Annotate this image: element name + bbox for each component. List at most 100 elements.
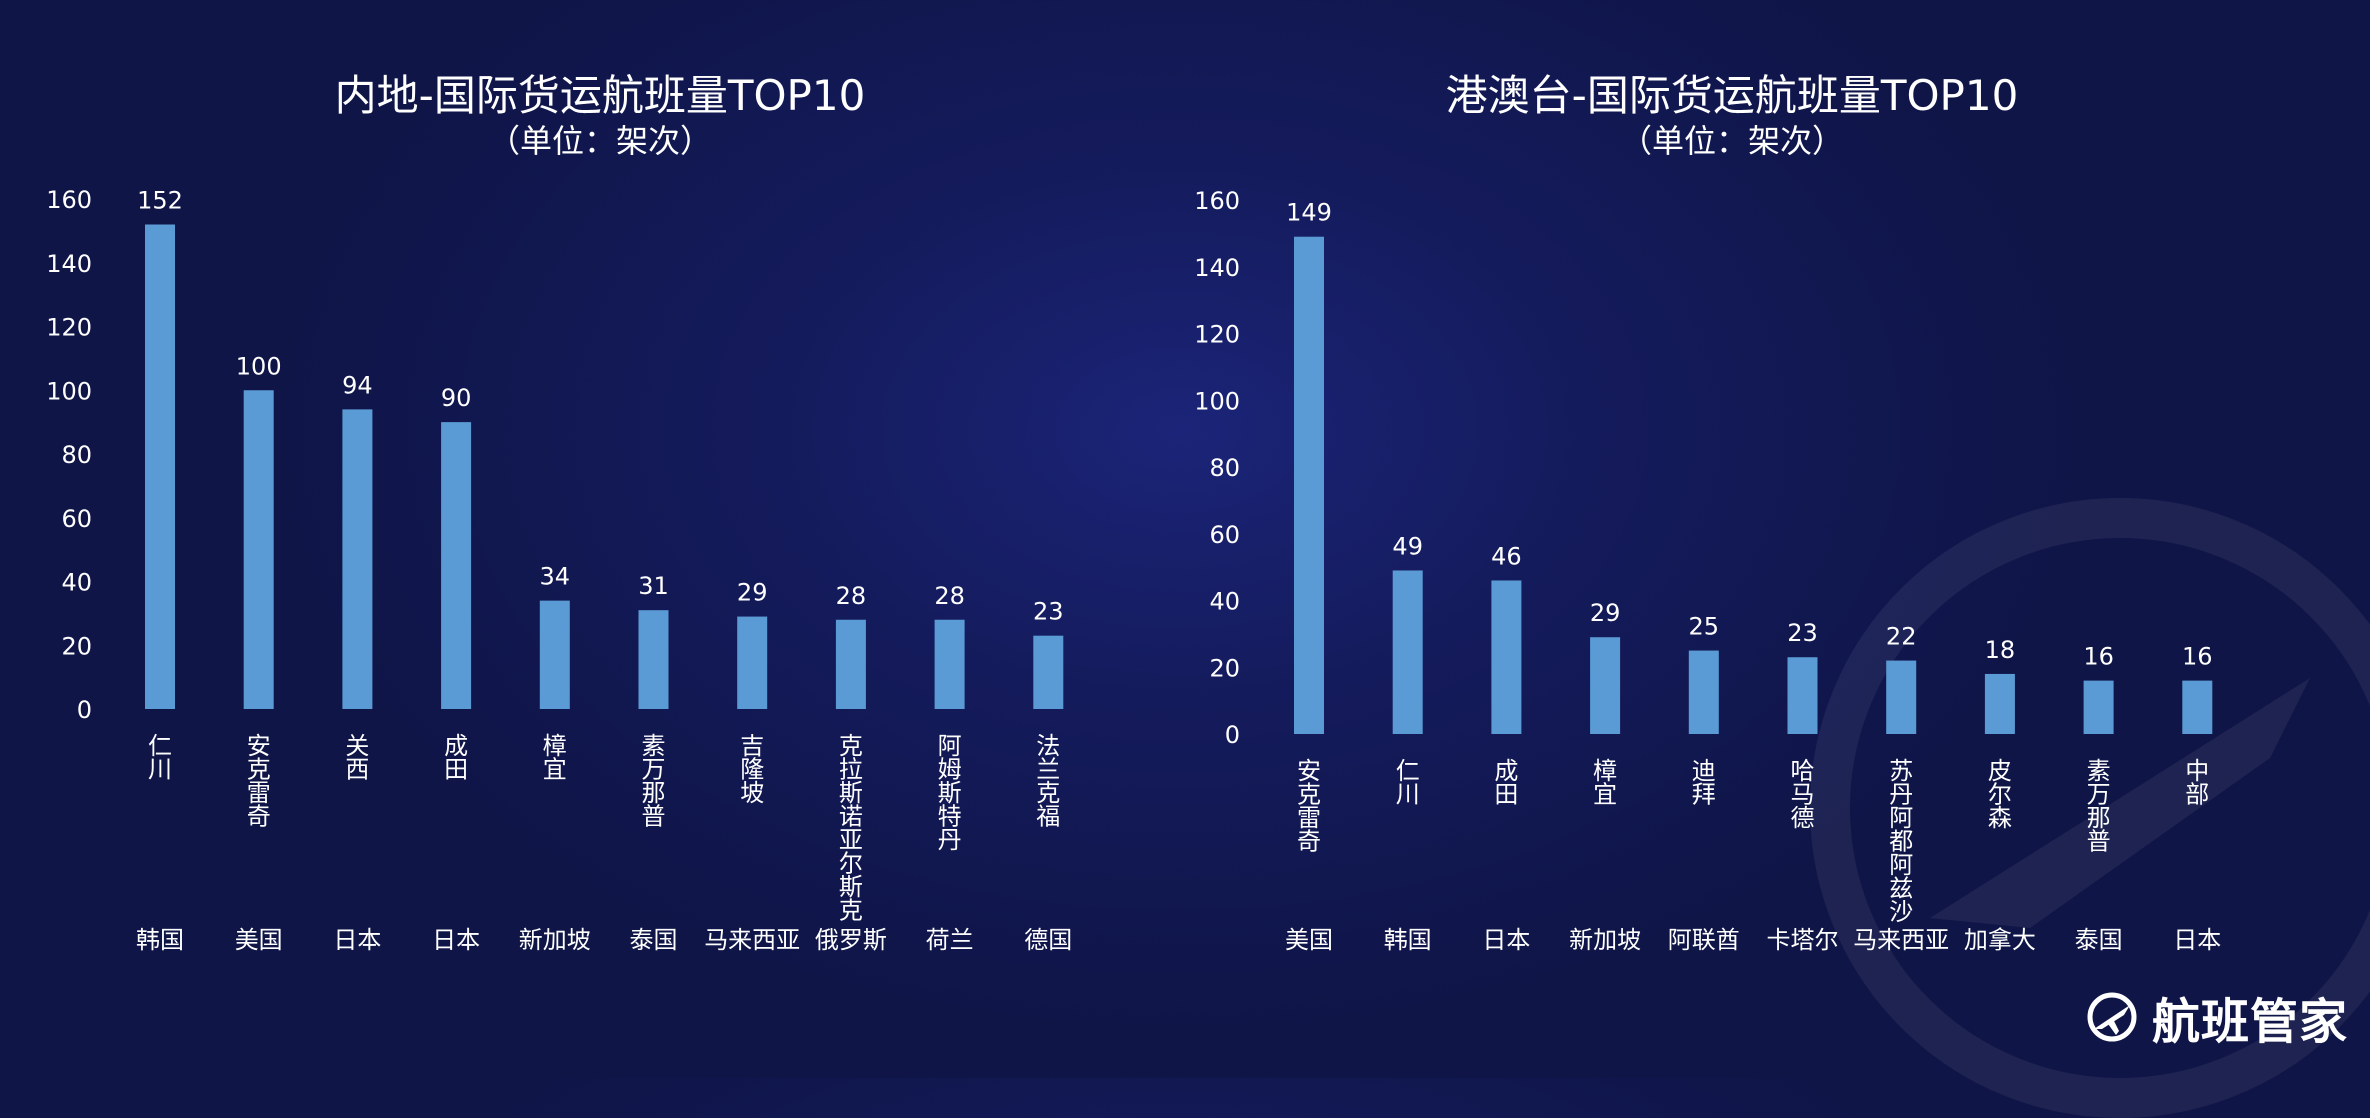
brand-logo: 航班管家 [2086, 982, 2348, 1052]
chart-1-category-label: 素万那普 [642, 732, 666, 831]
chart-2-data-label: 149 [1286, 199, 1332, 227]
chart-2-ytick: 60 [1209, 521, 1240, 549]
chart-1-bar [539, 600, 570, 709]
chart-2-ytick: 20 [1209, 654, 1240, 682]
chart-1-title: 内地-国际货运航班量TOP10 [335, 71, 866, 120]
chart-1-data-label: 100 [236, 352, 282, 380]
chart-2-country-label: 新加坡 [1569, 926, 1641, 954]
chart-2-country-label: 美国 [1285, 926, 1333, 954]
chart-1-bar [835, 619, 866, 709]
chart-2-bar [1787, 657, 1818, 734]
chart-1-category-label: 克拉斯诺亚尔斯克 [839, 732, 863, 925]
chart-1-ytick: 40 [61, 569, 92, 597]
chart-1-ytick: 120 [46, 314, 92, 342]
chart-2-category-label: 迪拜 [1692, 757, 1716, 809]
chart-2-data-label: 22 [1886, 623, 1917, 651]
chart-1-bar [1033, 635, 1064, 709]
chart-2-country-label: 加拿大 [1964, 926, 2036, 954]
chart-1-data-label: 28 [934, 582, 965, 610]
chart-2-country-label: 阿联酋 [1668, 926, 1740, 954]
chart-1-ytick: 80 [61, 441, 92, 469]
chart-2-bar [1886, 660, 1917, 734]
chart-2-title: 港澳台-国际货运航班量TOP10 [1446, 71, 2019, 120]
chart-2-data-label: 49 [1392, 532, 1423, 560]
chart-2-country-label: 日本 [1482, 926, 1530, 954]
chart-2-category-label: 哈马德 [1791, 757, 1815, 832]
chart-1-bar [145, 224, 175, 709]
chart-1-ytick: 140 [46, 250, 92, 278]
chart-2-ytick: 160 [1194, 187, 1240, 215]
chart-2-ytick: 40 [1209, 588, 1240, 616]
chart-2-category-label: 安克雷奇 [1297, 757, 1321, 856]
chart-2-country-label: 泰国 [2075, 926, 2123, 954]
chart-1-data-label: 94 [342, 371, 373, 399]
chart-2-category-label: 中部 [2185, 757, 2209, 809]
chart-2-data-label: 46 [1491, 542, 1522, 570]
chart-2-bar [1294, 236, 1324, 734]
chart-1-data-label: 90 [441, 384, 472, 412]
chart-2-country-label: 马来西亚 [1853, 926, 1949, 954]
chart-2-category-label: 仁川 [1396, 757, 1420, 809]
chart-2-category-label: 樟宜 [1593, 757, 1617, 809]
chart-1-data-label: 31 [638, 572, 669, 600]
chart-2-bar [2182, 680, 2213, 734]
chart-1-data-label: 34 [540, 563, 571, 591]
chart-2-category-label: 苏丹阿都阿兹沙 [1889, 757, 1913, 926]
chart-2-ytick: 80 [1209, 454, 1240, 482]
chart-2-data-label: 23 [1787, 619, 1818, 647]
chart-1-category-label: 仁川 [148, 732, 172, 784]
chart-1-category-label: 关西 [345, 732, 369, 784]
chart-1-country-label: 荷兰 [926, 926, 974, 954]
chart-2-data-label: 18 [1985, 636, 2016, 664]
chart-1-bar [737, 616, 768, 709]
chart-1-bar [638, 610, 669, 709]
chart-2-country-label: 日本 [2173, 926, 2221, 954]
chart-2-bar [1392, 570, 1423, 734]
chart-1-category-label: 成田 [444, 732, 468, 784]
chart-1-data-label: 28 [836, 582, 867, 610]
chart-1-category-label: 阿姆斯特丹 [938, 732, 962, 854]
charts-canvas: 内地-国际货运航班量TOP10 （单位：架次） 0 20 40 60 80 100 120 140… [46, 71, 2221, 954]
chart-1-category-label: 法兰克福 [1036, 732, 1060, 831]
chart-1-data-label: 23 [1033, 598, 1064, 626]
chart-1-bar [441, 422, 472, 709]
chart-1-ytick: 60 [61, 505, 92, 533]
brand-name: 航班管家 [2151, 994, 2348, 1050]
chart-1-ytick: 0 [77, 696, 92, 724]
chart-1-country-label: 俄罗斯 [815, 926, 887, 954]
chart-2-bar [1590, 637, 1621, 734]
chart-1-country-label: 韩国 [136, 926, 184, 954]
chart-1-bar [243, 390, 274, 709]
chart-2-ytick: 140 [1194, 254, 1240, 282]
chart-2-subtitle: （单位：架次） [1620, 122, 1844, 160]
chart-1-category-label: 吉隆坡 [740, 732, 764, 807]
chart-2-country-label: 韩国 [1384, 926, 1432, 954]
chart-2-country-label: 卡塔尔 [1767, 926, 1839, 954]
chart-2-bar [1984, 673, 2015, 734]
chart-1-country-label: 德国 [1024, 926, 1072, 954]
chart-1-category-label: 安克雷奇 [247, 732, 271, 831]
chart-1-country-label: 泰国 [630, 926, 678, 954]
chart-2-ytick: 100 [1194, 387, 1240, 415]
chart-1-data-label: 29 [737, 579, 768, 607]
chart-2-category-label: 素万那普 [2087, 757, 2111, 856]
chart-1-country-label: 美国 [235, 926, 283, 954]
chart-1-country-label: 马来西亚 [704, 926, 800, 954]
chart-1-bar [342, 409, 373, 709]
chart-2-data-label: 29 [1590, 599, 1621, 627]
chart-1-bar [934, 619, 965, 709]
chart-1-data-label: 152 [137, 187, 183, 215]
chart-2-category-label: 皮尔森 [1988, 757, 2012, 832]
chart-2-category-label: 成田 [1494, 757, 1518, 809]
chart-2-data-label: 25 [1689, 613, 1720, 641]
chart-1-ytick: 160 [46, 186, 92, 214]
chart-2-ytick: 0 [1225, 721, 1240, 749]
chart-1-ytick: 100 [46, 377, 92, 405]
chart-1-category-label: 樟宜 [543, 732, 567, 784]
chart-1-country-label: 新加坡 [519, 926, 591, 954]
chart-2-ytick: 120 [1194, 321, 1240, 349]
chart-2-data-label: 16 [2083, 643, 2114, 671]
plane-logo-icon [2087, 992, 2137, 1042]
chart-1-country-label: 日本 [432, 926, 480, 954]
chart-2-data-label: 16 [2182, 643, 2213, 671]
